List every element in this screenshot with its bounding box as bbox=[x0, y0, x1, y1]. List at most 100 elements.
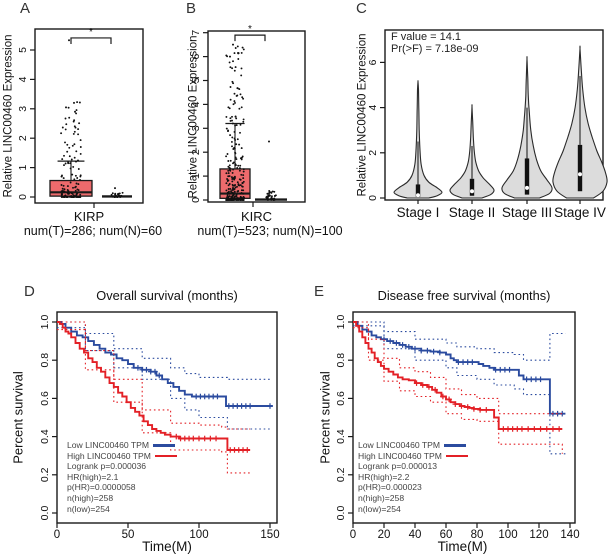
y-tick-label: 6 bbox=[190, 54, 202, 60]
scatter-point bbox=[227, 130, 229, 133]
p-hr: p(HR)=0.000023 bbox=[358, 482, 422, 493]
x-tick-label: 40 bbox=[409, 529, 422, 541]
scatter-point bbox=[235, 117, 238, 120]
scatter-point bbox=[61, 187, 64, 190]
scatter-point bbox=[229, 159, 232, 162]
scatter-point bbox=[77, 128, 80, 131]
scatter-point bbox=[230, 196, 233, 198]
x-tick-label: 0 bbox=[54, 529, 60, 541]
scatter-point bbox=[230, 140, 233, 143]
scatter-point bbox=[229, 187, 232, 190]
y-tick-label: 0.4 bbox=[39, 429, 51, 444]
scatter-point bbox=[229, 134, 232, 137]
km-low-curve bbox=[57, 321, 273, 407]
scatter-point bbox=[231, 183, 234, 186]
scatter-point bbox=[63, 190, 66, 193]
scatter-point bbox=[231, 145, 233, 148]
scatter-point bbox=[226, 178, 229, 180]
scatter-point bbox=[79, 139, 82, 142]
scatter-point bbox=[74, 174, 77, 177]
panel-a-ylabel-text: Relative LINC00460 Expression bbox=[2, 34, 15, 198]
scatter-point bbox=[241, 198, 244, 201]
scatter-point bbox=[118, 192, 121, 195]
anova-p-value: Pr(>F) = 7.18e-09 bbox=[391, 43, 479, 55]
x-tick-label: 140 bbox=[560, 529, 579, 541]
scatter-point bbox=[271, 190, 274, 193]
scatter-point bbox=[231, 180, 234, 183]
panel-a-boxplot: 0 1 2 3 4 5 * bbox=[17, 27, 144, 208]
scatter-point bbox=[228, 107, 231, 110]
scatter-point bbox=[231, 122, 234, 125]
scatter-point bbox=[114, 192, 117, 195]
scatter-point bbox=[68, 116, 71, 119]
y-tick-label: 1.0 bbox=[39, 315, 51, 330]
y-tick-label: 0 bbox=[367, 195, 379, 201]
legend-row-high: High LINC00460 TPM bbox=[67, 451, 177, 462]
scatter-point bbox=[60, 184, 63, 186]
scatter-point bbox=[231, 136, 234, 139]
x-tick-label: 20 bbox=[378, 529, 391, 541]
scatter-point bbox=[234, 184, 237, 186]
scatter-point bbox=[74, 189, 77, 192]
scatter-point bbox=[63, 154, 65, 157]
violin-1 bbox=[393, 80, 443, 199]
scatter-point bbox=[76, 192, 79, 195]
legend-high-label: High LINC00460 TPM bbox=[358, 450, 442, 461]
scatter-point bbox=[238, 107, 241, 110]
scatter-point bbox=[77, 189, 80, 192]
scatter-point bbox=[72, 194, 75, 197]
y-tick-label: 4 bbox=[17, 76, 29, 82]
scatter-point bbox=[234, 115, 237, 118]
scatter-point bbox=[226, 180, 229, 182]
scatter-point bbox=[233, 100, 236, 103]
scatter-point bbox=[236, 138, 239, 141]
scatter-point bbox=[241, 155, 244, 158]
scatter-point bbox=[72, 196, 75, 198]
scatter-point bbox=[77, 183, 80, 186]
scatter-point bbox=[64, 128, 67, 131]
scatter-point bbox=[64, 117, 67, 120]
y-tick-label: 2 bbox=[190, 149, 202, 155]
panel-label-b: B bbox=[186, 0, 197, 17]
scatter-point bbox=[242, 180, 245, 183]
y-tick-label: 2 bbox=[17, 135, 29, 141]
scatter-point bbox=[239, 131, 241, 134]
scatter-point bbox=[235, 124, 238, 127]
scatter-point bbox=[231, 178, 234, 180]
scatter-point bbox=[79, 193, 82, 196]
panel-label-c: C bbox=[356, 0, 367, 17]
scatter-point bbox=[242, 97, 245, 100]
km-high-ci-lower bbox=[57, 329, 251, 474]
panel-e-legend: Low LINC00460 TPM High LINC00460 TPM Log… bbox=[358, 440, 468, 514]
panel-d-ylabel-text: Percent survival bbox=[10, 371, 26, 464]
scatter-point bbox=[241, 185, 244, 188]
panel-b-ylabel-text: Relative LINC00460 Expression bbox=[187, 34, 200, 199]
scatter-point bbox=[63, 164, 65, 167]
scatter-point bbox=[242, 196, 245, 199]
scatter-point bbox=[240, 147, 243, 150]
scatter-point bbox=[240, 191, 243, 194]
scatter-point bbox=[61, 126, 64, 129]
scatter-point bbox=[78, 122, 81, 125]
panel-label-e: E bbox=[314, 283, 325, 300]
scatter-point bbox=[229, 86, 232, 88]
outlier-point bbox=[268, 140, 270, 143]
scatter-point bbox=[78, 196, 81, 198]
scatter-point bbox=[228, 61, 231, 64]
scatter-point bbox=[234, 47, 237, 49]
scatter-point bbox=[69, 167, 72, 170]
scatter-point bbox=[75, 195, 78, 198]
scatter-point bbox=[62, 190, 65, 193]
legend-high-swatch bbox=[445, 454, 468, 458]
plot-border bbox=[56, 311, 278, 524]
scatter-point bbox=[271, 198, 274, 201]
stage-label: Stage IV bbox=[554, 205, 606, 220]
legend-row-high: High LINC00460 TPM bbox=[358, 451, 468, 462]
scatter-point bbox=[73, 156, 76, 159]
anova-f-value: F value = 14.1 bbox=[391, 31, 462, 43]
scatter-point bbox=[234, 156, 237, 159]
scatter-point bbox=[225, 155, 228, 158]
scatter-point bbox=[231, 67, 234, 70]
scatter-point bbox=[231, 115, 233, 118]
